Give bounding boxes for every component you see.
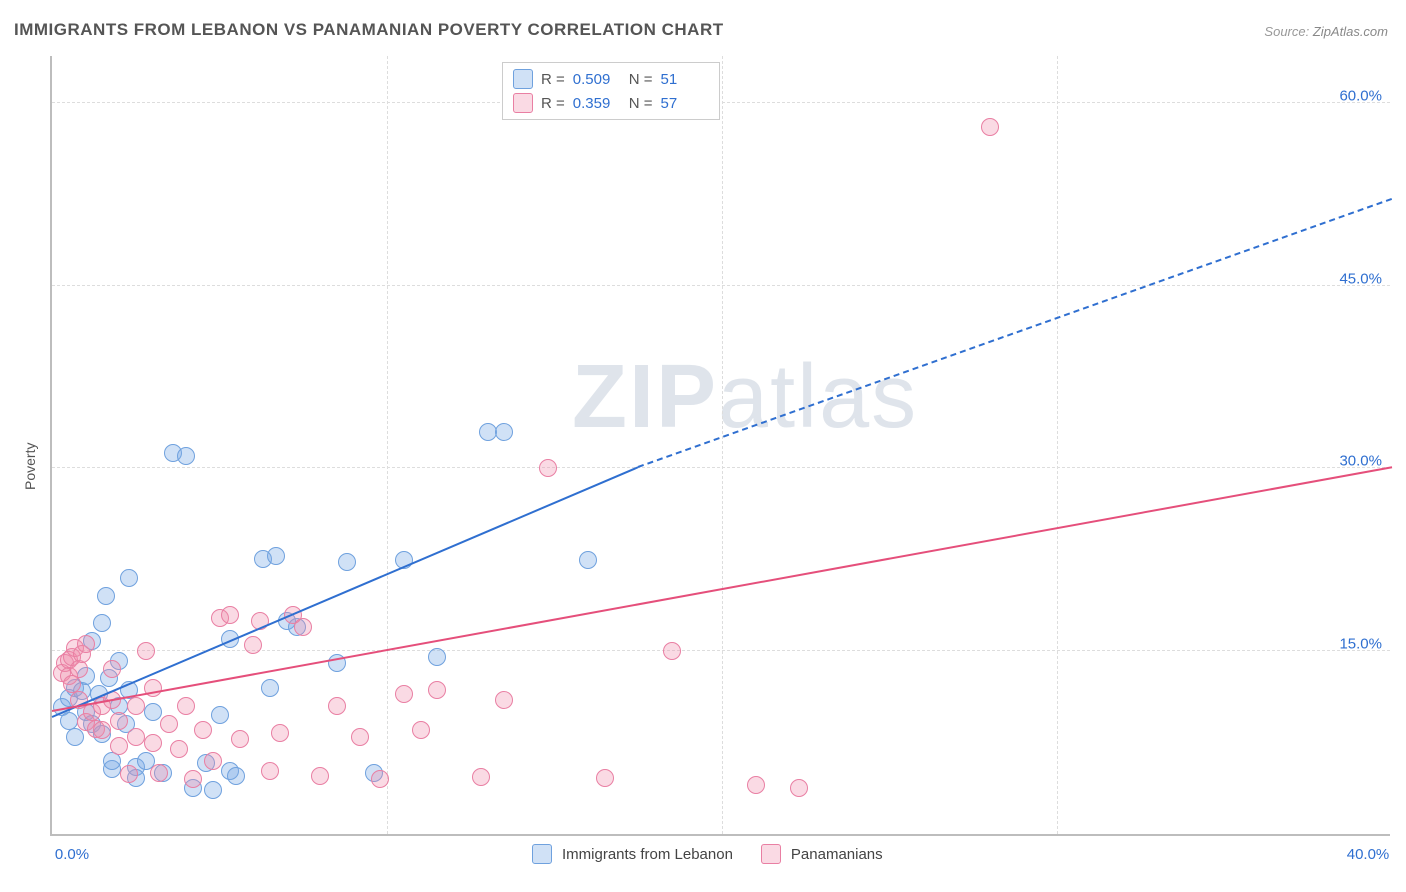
data-point-lebanon[interactable] (97, 587, 115, 605)
data-point-panamanian[interactable] (261, 762, 279, 780)
watermark: ZIPatlas (572, 346, 918, 449)
data-point-panamanian[interactable] (663, 642, 681, 660)
data-point-panamanian[interactable] (328, 697, 346, 715)
gridline-v (722, 56, 723, 834)
data-point-panamanian[interactable] (177, 697, 195, 715)
plot-area: ZIPatlas 15.0%30.0%45.0%60.0%0.0%40.0%R … (50, 56, 1390, 836)
data-point-lebanon[interactable] (267, 547, 285, 565)
data-point-lebanon[interactable] (204, 781, 222, 799)
legend-n-value: 51 (661, 71, 709, 88)
gridline-v (1057, 56, 1058, 834)
chart-container: IMMIGRANTS FROM LEBANON VS PANAMANIAN PO… (0, 0, 1406, 892)
data-point-panamanian[interactable] (70, 660, 88, 678)
data-point-panamanian[interactable] (120, 765, 138, 783)
legend-series-name: Panamanians (791, 846, 883, 863)
data-point-panamanian[interactable] (144, 734, 162, 752)
legend-r-value: 0.509 (573, 71, 621, 88)
data-point-lebanon[interactable] (177, 447, 195, 465)
x-tick-label: 0.0% (55, 846, 89, 863)
data-point-panamanian[interactable] (110, 712, 128, 730)
data-point-lebanon[interactable] (211, 706, 229, 724)
gridline-h (52, 102, 1390, 103)
data-point-panamanian[interactable] (160, 715, 178, 733)
data-point-panamanian[interactable] (747, 776, 765, 794)
data-point-panamanian[interactable] (184, 770, 202, 788)
legend-swatch (513, 69, 533, 89)
data-point-lebanon[interactable] (495, 423, 513, 441)
data-point-panamanian[interactable] (204, 752, 222, 770)
gridline-h (52, 285, 1390, 286)
data-point-panamanian[interactable] (311, 767, 329, 785)
legend-r-value: 0.359 (573, 95, 621, 112)
data-point-lebanon[interactable] (428, 648, 446, 666)
data-point-panamanian[interactable] (221, 606, 239, 624)
data-point-panamanian[interactable] (110, 737, 128, 755)
gridline-v (387, 56, 388, 834)
data-point-lebanon[interactable] (261, 679, 279, 697)
data-point-panamanian[interactable] (244, 636, 262, 654)
data-point-panamanian[interactable] (127, 728, 145, 746)
watermark-rest: atlas (718, 347, 918, 447)
y-tick-label: 30.0% (1339, 453, 1382, 470)
trend-line (52, 466, 639, 718)
legend-swatch (513, 93, 533, 113)
data-point-panamanian[interactable] (539, 459, 557, 477)
y-tick-label: 15.0% (1339, 636, 1382, 653)
data-point-panamanian[interactable] (412, 721, 430, 739)
data-point-panamanian[interactable] (790, 779, 808, 797)
data-point-panamanian[interactable] (371, 770, 389, 788)
legend-n-value: 57 (661, 95, 709, 112)
watermark-bold: ZIP (572, 347, 718, 447)
data-point-panamanian[interactable] (127, 697, 145, 715)
legend-n-label: N = (629, 95, 653, 112)
legend-r-label: R = (541, 95, 565, 112)
gridline-h (52, 467, 1390, 468)
legend-series-name: Immigrants from Lebanon (562, 846, 733, 863)
data-point-panamanian[interactable] (395, 685, 413, 703)
data-point-panamanian[interactable] (170, 740, 188, 758)
chart-title: IMMIGRANTS FROM LEBANON VS PANAMANIAN PO… (14, 20, 724, 40)
data-point-panamanian[interactable] (428, 681, 446, 699)
data-point-panamanian[interactable] (231, 730, 249, 748)
legend-row-lebanon: R = 0.509 N = 51 (513, 67, 709, 91)
data-point-panamanian[interactable] (495, 691, 513, 709)
data-point-lebanon[interactable] (93, 614, 111, 632)
data-point-panamanian[interactable] (271, 724, 289, 742)
data-point-panamanian[interactable] (596, 769, 614, 787)
data-point-lebanon[interactable] (579, 551, 597, 569)
source-label: Source: (1264, 24, 1309, 39)
data-point-panamanian[interactable] (77, 635, 95, 653)
data-point-lebanon[interactable] (227, 767, 245, 785)
legend-correlation-box: R = 0.509 N = 51 R = 0.359 N = 57 (502, 62, 720, 120)
legend-n-label: N = (629, 71, 653, 88)
source-attribution: Source: ZipAtlas.com (1264, 24, 1388, 39)
source-value: ZipAtlas.com (1313, 24, 1388, 39)
data-point-lebanon[interactable] (338, 553, 356, 571)
y-axis-label: Poverty (22, 443, 38, 490)
data-point-lebanon[interactable] (479, 423, 497, 441)
y-tick-label: 60.0% (1339, 87, 1382, 104)
trend-line (638, 198, 1392, 468)
data-point-panamanian[interactable] (93, 721, 111, 739)
data-point-panamanian[interactable] (294, 618, 312, 636)
legend-series: Immigrants from Lebanon Panamanians (532, 844, 901, 864)
x-tick-label: 40.0% (1347, 846, 1390, 863)
data-point-panamanian[interactable] (150, 764, 168, 782)
data-point-panamanian[interactable] (351, 728, 369, 746)
data-point-panamanian[interactable] (472, 768, 490, 786)
data-point-panamanian[interactable] (103, 660, 121, 678)
data-point-panamanian[interactable] (981, 118, 999, 136)
data-point-lebanon[interactable] (144, 703, 162, 721)
data-point-lebanon[interactable] (120, 569, 138, 587)
y-tick-label: 45.0% (1339, 270, 1382, 287)
legend-row-panamanian: R = 0.359 N = 57 (513, 91, 709, 115)
legend-r-label: R = (541, 71, 565, 88)
data-point-panamanian[interactable] (194, 721, 212, 739)
legend-swatch (761, 844, 781, 864)
data-point-panamanian[interactable] (137, 642, 155, 660)
legend-swatch (532, 844, 552, 864)
